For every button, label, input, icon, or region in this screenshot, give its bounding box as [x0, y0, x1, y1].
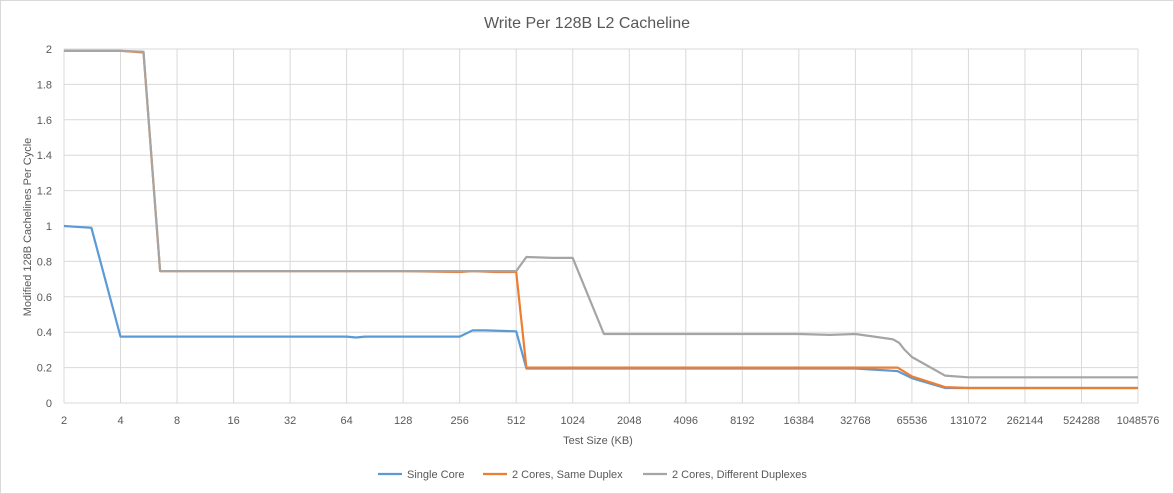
x-tick-label: 4 [117, 415, 123, 427]
x-tick-label: 256 [451, 415, 469, 427]
x-tick-label: 2048 [617, 415, 641, 427]
x-tick-label: 16384 [784, 415, 815, 427]
y-tick-label: 1 [46, 221, 52, 233]
x-tick-label: 524288 [1063, 415, 1100, 427]
chart-title: Write Per 128B L2 Cacheline [484, 15, 690, 32]
x-axis-title: Test Size (KB) [563, 435, 633, 447]
x-tick-label: 65536 [897, 415, 928, 427]
legend-label: 2 Cores, Same Duplex [512, 469, 623, 481]
series-lines [63, 49, 1138, 390]
x-tick-label: 8 [174, 415, 180, 427]
x-tick-label: 4096 [674, 415, 698, 427]
grid-lines [63, 48, 1139, 404]
x-tick-label: 131072 [950, 415, 987, 427]
y-tick-label: 1.4 [37, 150, 52, 162]
y-tick-label: 1.2 [37, 186, 52, 198]
x-tick-label: 32 [284, 415, 296, 427]
y-tick-label: 0.4 [37, 327, 52, 339]
series-line-3 [64, 49, 1138, 379]
y-tick-label: 0.6 [37, 292, 52, 304]
x-tick-label: 16 [227, 415, 239, 427]
x-tick-label: 512 [507, 415, 525, 427]
x-tick-label: 8192 [730, 415, 754, 427]
y-tick-label: 0.2 [37, 363, 52, 375]
y-tick-label: 0 [46, 398, 52, 410]
y-tick-label: 0.8 [37, 256, 52, 268]
legend: Single Core 2 Cores, Same Duplex 2 Cores, … [378, 469, 807, 481]
legend-label: Single Core [407, 469, 464, 481]
y-tick-label: 1.8 [37, 79, 52, 91]
y-axis-title: Modified 128B Cachelines Per Cycle [22, 138, 34, 317]
x-tick-label: 1024 [560, 415, 584, 427]
x-axis-ticks: 2 4 8 16 32 64 128 256 512 1024 2048 4096 8192 16384 3… [61, 415, 1159, 427]
legend-label: 2 Cores, Different Duplexes [672, 469, 807, 481]
x-tick-label: 1048576 [1117, 415, 1160, 427]
x-tick-label: 2 [61, 415, 67, 427]
y-axis-ticks: 0 0.2 0.4 0.6 0.8 1 1.2 1.4 1.6 1.8 2 [37, 44, 52, 410]
series-line-1 [63, 224, 1138, 390]
y-tick-label: 1.6 [37, 115, 52, 127]
x-tick-label: 128 [394, 415, 412, 427]
x-tick-label: 262144 [1007, 415, 1044, 427]
x-tick-label: 64 [341, 415, 353, 427]
y-tick-label: 2 [46, 44, 52, 56]
x-tick-label: 32768 [840, 415, 871, 427]
